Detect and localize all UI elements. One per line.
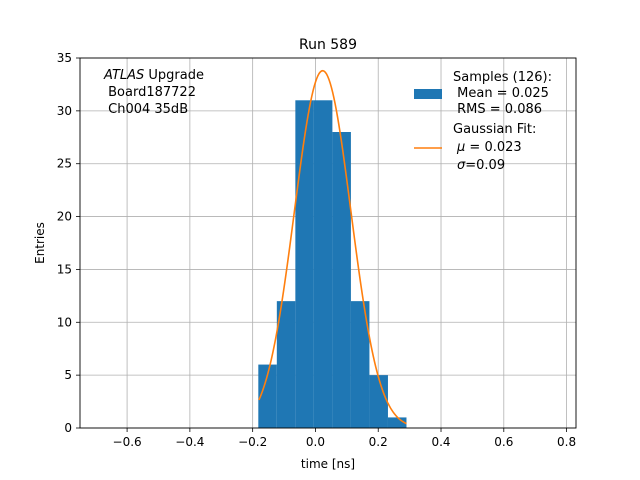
y-axis-ticks: 0 5 10 15 20 25 30 35 [57, 51, 80, 435]
x-tick-label: 0.8 [557, 435, 576, 449]
atlas-annotation: ATLAS Upgrade Board187722 Ch004 35dB [103, 68, 204, 117]
histogram-bar [276, 301, 296, 428]
histogram-bar [332, 132, 351, 428]
annotation-upgrade: Upgrade [144, 68, 204, 83]
y-tick-label: 15 [57, 262, 72, 276]
histogram-bar [313, 100, 333, 429]
legend-sigma-symbol: σ [457, 158, 466, 173]
legend-sigma-value: =0.09 [465, 158, 505, 173]
histogram-bar [387, 417, 407, 428]
x-tick-label: 0.4 [431, 435, 450, 449]
legend-mu-symbol: μ [456, 140, 465, 155]
y-tick-label: 10 [57, 315, 72, 329]
y-tick-label: 0 [64, 421, 72, 435]
legend-hist-line-2: Mean = 0.025 [453, 86, 549, 101]
y-axis-label: Entries [33, 222, 47, 264]
y-tick-label: 5 [64, 368, 72, 382]
y-tick-label: 20 [57, 210, 72, 224]
chart-title: Run 589 [299, 37, 357, 53]
annotation-line-3: Ch004 35dB [104, 102, 188, 117]
gaussian-fit-curve [258, 69, 407, 425]
legend: Samples (126): Mean = 0.025 RMS = 0.086 … [414, 70, 552, 173]
x-tick-label: −0.2 [238, 435, 267, 449]
axes-frame [79, 57, 577, 429]
x-axis-ticks: −0.6 −0.4 −0.2 0.0 0.2 0.4 0.6 0.8 [113, 428, 576, 449]
x-tick-label: 0.0 [306, 435, 325, 449]
x-tick-label: 0.2 [369, 435, 388, 449]
histogram-bar [258, 364, 277, 428]
legend-hist-line-3: RMS = 0.086 [453, 102, 542, 117]
legend-hist-line-1: Samples (126): [453, 70, 552, 85]
x-tick-label: −0.6 [113, 435, 142, 449]
histogram-bar [295, 100, 314, 429]
y-tick-label: 25 [57, 157, 72, 171]
legend-fit-sigma: σ=0.09 [457, 158, 505, 173]
legend-fit-mu: μ = 0.023 [456, 140, 522, 155]
legend-mu-value: = 0.023 [465, 140, 521, 155]
y-tick-label: 35 [57, 51, 72, 65]
histogram-bar [369, 375, 388, 428]
y-tick-label: 30 [57, 104, 72, 118]
legend-fit-line-1: Gaussian Fit: [453, 122, 536, 137]
x-axis-label: time [ns] [301, 457, 355, 471]
x-tick-label: 0.6 [494, 435, 513, 449]
annotation-atlas: ATLAS [103, 68, 144, 83]
annotation-line-2: Board187722 [104, 85, 196, 100]
x-tick-label: −0.4 [175, 435, 204, 449]
histogram-bars [258, 100, 407, 429]
legend-hist-swatch [414, 89, 442, 99]
annotation-line-1: ATLAS Upgrade [103, 68, 204, 83]
histogram-bar [350, 301, 370, 428]
